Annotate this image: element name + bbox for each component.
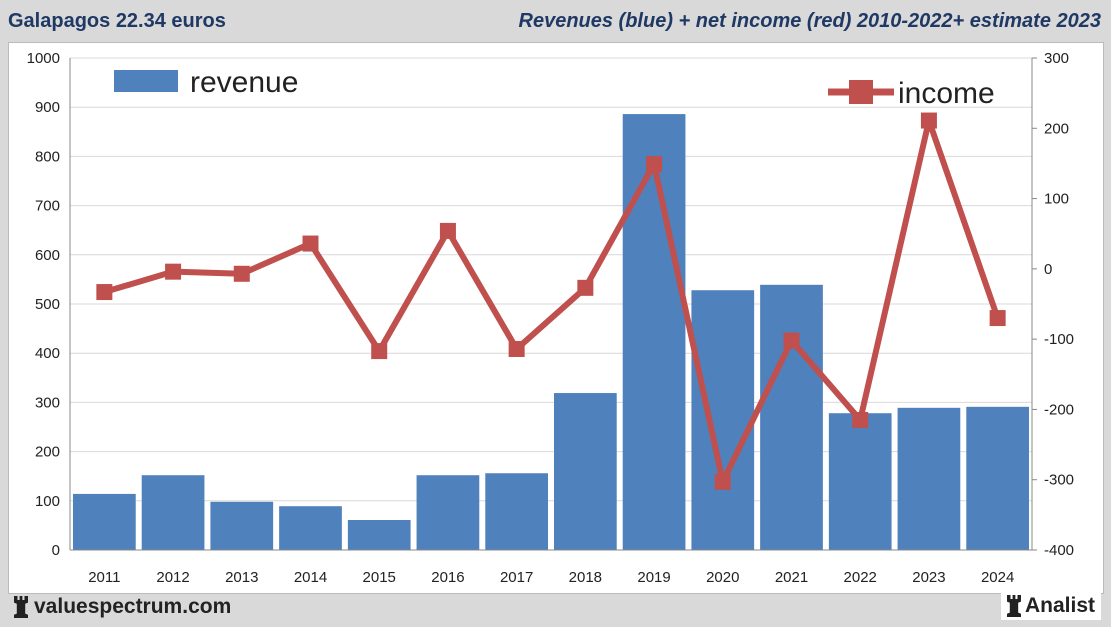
revenue-bar xyxy=(279,506,342,550)
legend-revenue-label: revenue xyxy=(190,66,298,99)
income-point xyxy=(371,343,388,360)
chart-title-right: Revenues (blue) + net income (red) 2010-… xyxy=(518,10,1102,32)
x-tick-label: 2016 xyxy=(431,569,464,586)
brand-logo: Analist xyxy=(1000,592,1101,620)
x-tick-label: 2017 xyxy=(500,569,533,586)
income-point xyxy=(783,332,800,349)
revenue-bar xyxy=(347,519,411,550)
revenue-bar xyxy=(760,284,823,550)
y-left-tick-label: 400 xyxy=(35,345,60,362)
revenue-bar xyxy=(73,493,136,550)
revenue-bar xyxy=(966,406,1029,550)
y-right-tick-label: 100 xyxy=(1044,191,1069,208)
y-left-tick-label: 500 xyxy=(35,296,60,313)
income-point xyxy=(508,340,525,357)
brand-name: Analist xyxy=(1024,594,1095,617)
site-logo: valuespectrum.com xyxy=(14,595,231,619)
y-left-tick-label: 0 xyxy=(52,542,60,559)
y-right-tick-label: -400 xyxy=(1044,542,1074,559)
rook-icon xyxy=(1006,595,1021,617)
income-point xyxy=(439,222,456,239)
x-tick-label: 2024 xyxy=(981,569,1014,586)
site-name: valuespectrum.com xyxy=(34,595,232,618)
chart-title-left: Galapagos 22.34 euros xyxy=(8,10,226,32)
income-point xyxy=(165,263,182,280)
legend-income-marker xyxy=(849,80,873,104)
rook-icon xyxy=(14,596,28,618)
y-left-tick-label: 200 xyxy=(35,444,60,461)
income-point xyxy=(714,473,731,490)
revenue-bar xyxy=(828,413,892,550)
income-point xyxy=(302,235,319,252)
income-point xyxy=(96,284,113,301)
revenue-bar xyxy=(141,475,205,550)
y-left-tick-label: 800 xyxy=(35,148,60,165)
income-point xyxy=(646,156,663,173)
x-tick-label: 2023 xyxy=(912,569,945,586)
x-tick-label: 2022 xyxy=(844,569,877,586)
x-tick-label: 2018 xyxy=(569,569,602,586)
y-left-tick-label: 1000 xyxy=(27,50,60,67)
income-point xyxy=(233,265,250,282)
y-right-tick-label: -100 xyxy=(1044,331,1074,348)
revenue-bar xyxy=(897,407,961,550)
y-right-tick-label: 0 xyxy=(1044,261,1052,278)
x-tick-label: 2020 xyxy=(706,569,739,586)
income-line xyxy=(103,117,1001,485)
revenue-bar xyxy=(416,475,480,550)
y-left-tick-label: 600 xyxy=(35,247,60,264)
income-point xyxy=(989,310,1006,327)
income-point xyxy=(852,411,869,428)
y-left-tick-label: 900 xyxy=(35,99,60,116)
y-right-tick-label: -300 xyxy=(1044,472,1074,489)
revenue-bar xyxy=(554,393,617,550)
x-tick-label: 2021 xyxy=(775,569,808,586)
y-right-tick-label: -200 xyxy=(1044,401,1074,418)
y-right-tick-label: 300 xyxy=(1044,50,1069,67)
y-left-tick-label: 700 xyxy=(35,198,60,215)
y-left-tick-label: 100 xyxy=(35,493,60,510)
x-tick-label: 2011 xyxy=(88,569,120,586)
legend-income-label: income xyxy=(898,77,995,110)
x-tick-label: 2014 xyxy=(294,569,327,586)
x-tick-label: 2015 xyxy=(363,569,396,586)
y-right-tick-label: 200 xyxy=(1044,120,1069,137)
income-point xyxy=(920,112,937,129)
revenue-bar xyxy=(622,114,686,550)
x-tick-label: 2019 xyxy=(637,569,670,586)
y-left-tick-label: 300 xyxy=(35,394,60,411)
legend-revenue-swatch xyxy=(114,70,178,92)
revenue-bar xyxy=(485,473,548,550)
x-tick-label: 2012 xyxy=(156,569,189,586)
income-point xyxy=(577,279,594,296)
x-tick-label: 2013 xyxy=(225,569,258,586)
revenue-bar xyxy=(691,290,755,550)
revenue-bar xyxy=(210,501,274,550)
